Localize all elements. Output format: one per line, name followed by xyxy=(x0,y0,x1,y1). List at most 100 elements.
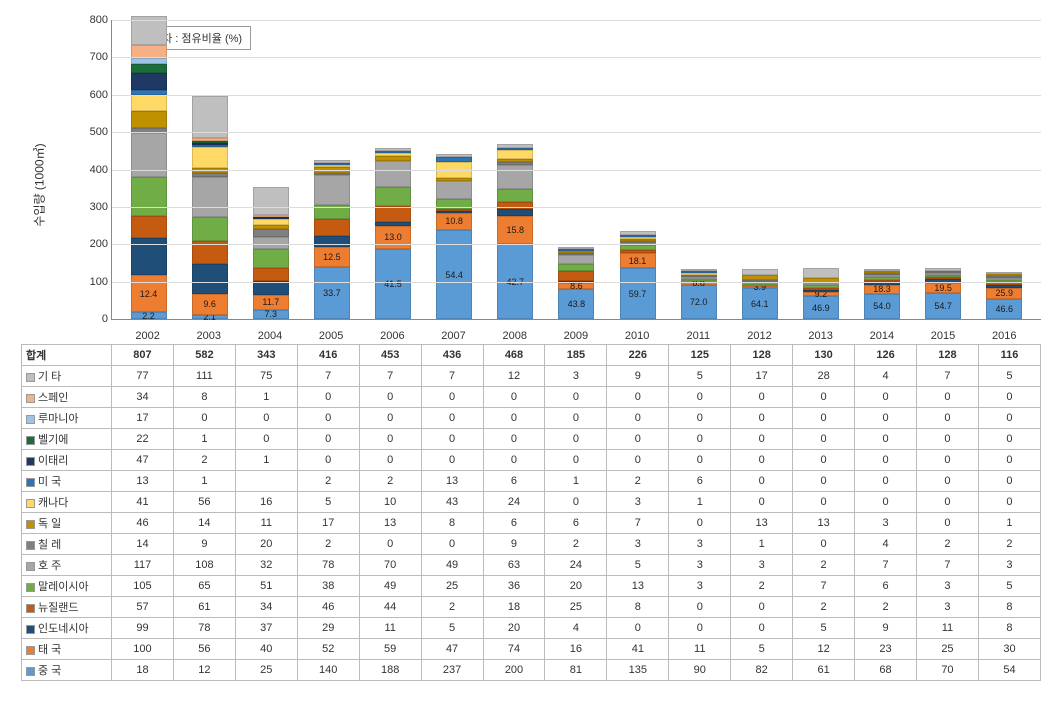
cell: 237 xyxy=(421,660,483,681)
x-tick-label: 2015 xyxy=(925,330,961,342)
row-head: 호 주 xyxy=(22,555,112,576)
cell: 90 xyxy=(669,660,731,681)
cell: 13 xyxy=(731,513,793,534)
legend-swatch xyxy=(26,415,35,424)
cell: 41 xyxy=(607,639,669,660)
legend-swatch xyxy=(26,625,35,634)
cell: 0 xyxy=(978,471,1040,492)
seg-germany xyxy=(436,178,472,181)
cell: 7 xyxy=(855,555,917,576)
cell: 9 xyxy=(173,534,235,555)
cell: 0 xyxy=(916,513,978,534)
seg-germany xyxy=(986,274,1022,276)
seg-belgium xyxy=(192,141,228,143)
cell: 7 xyxy=(916,366,978,387)
bar-2006: 41.513.0 xyxy=(375,148,411,319)
seg-label: 54.0 xyxy=(873,301,891,311)
seg-thailand: 19.5 xyxy=(925,283,961,292)
cell: 49 xyxy=(421,555,483,576)
cell: 61 xyxy=(173,597,235,618)
cell: 12 xyxy=(483,366,545,387)
cell: 3 xyxy=(855,513,917,534)
seg-usa xyxy=(375,151,411,153)
cell: 108 xyxy=(173,555,235,576)
seg-china: 43.8 xyxy=(558,289,594,319)
cell: 0 xyxy=(978,429,1040,450)
y-tick-label: 100 xyxy=(80,276,108,288)
seg-thailand: 12.4 xyxy=(131,275,167,313)
seg-germany xyxy=(253,225,289,229)
cell: 56 xyxy=(173,492,235,513)
seg-germany xyxy=(497,159,533,161)
bar-2009: 43.88.6 xyxy=(558,247,594,320)
grid-line xyxy=(112,95,1041,96)
cell xyxy=(235,471,297,492)
cell: 11 xyxy=(359,618,421,639)
seg-germany xyxy=(620,239,656,242)
cell: 14 xyxy=(112,534,174,555)
cell: 46 xyxy=(112,513,174,534)
seg-canada xyxy=(375,153,411,157)
cell: 0 xyxy=(421,408,483,429)
cell: 1 xyxy=(731,534,793,555)
y-tick-label: 800 xyxy=(80,14,108,26)
cell: 17 xyxy=(297,513,359,534)
cell: 13 xyxy=(359,513,421,534)
cell: 0 xyxy=(916,492,978,513)
legend-swatch xyxy=(26,541,35,550)
bar-2011: 72.08.8 xyxy=(681,269,717,319)
cell: 12 xyxy=(173,660,235,681)
legend-swatch xyxy=(26,520,35,529)
cell: 24 xyxy=(545,555,607,576)
cell: 57 xyxy=(112,597,174,618)
cell: 0 xyxy=(731,450,793,471)
table-row: 미 국1312213612600000 xyxy=(22,471,1041,492)
cell: 3 xyxy=(978,555,1040,576)
table-row: 칠 레14920200923310422 xyxy=(22,534,1041,555)
seg-australia xyxy=(681,277,717,279)
seg-chile xyxy=(192,173,228,176)
cell: 3 xyxy=(669,576,731,597)
x-tick-label: 2004 xyxy=(252,330,288,342)
seg-chile xyxy=(558,253,594,255)
cell: 0 xyxy=(359,387,421,408)
cell: 11 xyxy=(916,618,978,639)
cell: 43 xyxy=(421,492,483,513)
cell: 11 xyxy=(669,639,731,660)
cell: 0 xyxy=(916,471,978,492)
cell: 59 xyxy=(359,639,421,660)
cell: 9 xyxy=(855,618,917,639)
cell: 0 xyxy=(793,387,855,408)
cell: 0 xyxy=(731,429,793,450)
cell: 0 xyxy=(297,429,359,450)
legend-swatch xyxy=(26,373,35,382)
cell: 44 xyxy=(359,597,421,618)
seg-australia xyxy=(497,165,533,189)
seg-malaysia xyxy=(803,285,839,288)
cell: 117 xyxy=(112,555,174,576)
seg-label: 41.5 xyxy=(384,279,402,289)
y-axis-label: 수입량 (1000㎥) xyxy=(31,143,48,226)
seg-australia xyxy=(925,273,961,276)
cell: 1 xyxy=(545,471,607,492)
row-head: 말레이시아 xyxy=(22,576,112,597)
seg-china: 46.6 xyxy=(986,299,1022,319)
cell: 0 xyxy=(731,408,793,429)
seg-australia xyxy=(314,175,350,204)
cell: 0 xyxy=(669,408,731,429)
cell: 0 xyxy=(669,387,731,408)
cell: 0 xyxy=(855,429,917,450)
cell: 5 xyxy=(297,492,359,513)
seg-thailand: 11.7 xyxy=(253,295,289,310)
cell: 29 xyxy=(297,618,359,639)
seg-label: 9.6 xyxy=(203,299,216,309)
chart-container: 수입량 (1000㎥) 숫자 : 점유비율 (%) 2.212.42.19.67… xyxy=(21,20,1041,681)
seg-other xyxy=(681,269,717,271)
cell: 0 xyxy=(545,408,607,429)
seg-belgium xyxy=(131,64,167,72)
table-row: 루마니아1700000000000000 xyxy=(22,408,1041,429)
y-tick-label: 500 xyxy=(80,126,108,138)
seg-label: 10.8 xyxy=(445,216,463,226)
seg-other xyxy=(375,148,411,151)
seg-malaysia xyxy=(558,264,594,272)
